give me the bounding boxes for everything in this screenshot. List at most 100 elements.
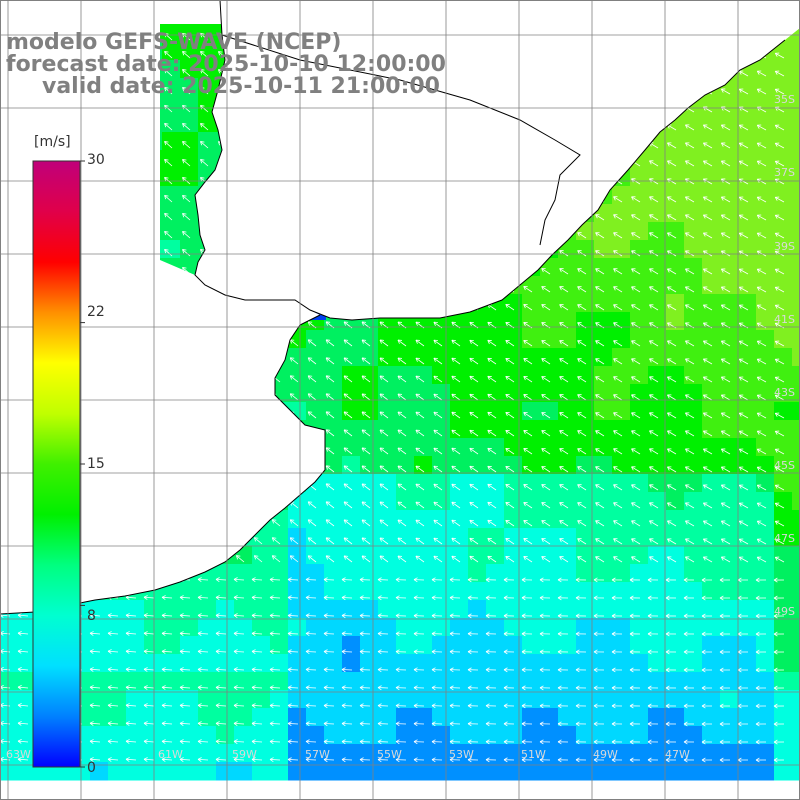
speed-cell bbox=[594, 456, 613, 475]
wind-arrow bbox=[756, 304, 767, 311]
speed-cell bbox=[360, 672, 379, 691]
speed-cell bbox=[306, 600, 325, 619]
speed-cell bbox=[180, 168, 199, 187]
speed-cell bbox=[234, 582, 253, 601]
speed-cell bbox=[540, 510, 559, 529]
colorbar-tick-label: 0 bbox=[87, 760, 96, 776]
wind-arrow bbox=[667, 358, 677, 365]
speed-cell bbox=[486, 546, 505, 565]
speed-cell bbox=[684, 546, 703, 565]
speed-cell bbox=[18, 744, 37, 763]
lon-label: 51W bbox=[521, 748, 546, 761]
wind-arrow bbox=[577, 412, 587, 419]
speed-cell bbox=[630, 402, 649, 421]
speed-cell bbox=[738, 492, 757, 511]
speed-cell bbox=[666, 204, 685, 223]
lon-label: 49W bbox=[593, 748, 618, 761]
speed-cell bbox=[648, 312, 667, 331]
speed-cell bbox=[738, 402, 757, 421]
speed-cell bbox=[180, 654, 199, 673]
wind-arrow bbox=[738, 232, 749, 239]
speed-cell bbox=[378, 492, 397, 511]
speed-cell bbox=[666, 312, 685, 331]
speed-cell bbox=[504, 294, 523, 313]
speed-cell bbox=[396, 330, 415, 349]
speed-cell bbox=[288, 546, 307, 565]
speed-cell bbox=[630, 690, 649, 709]
speed-cell bbox=[144, 672, 163, 691]
speed-cell bbox=[18, 690, 37, 709]
wind-arrow bbox=[200, 69, 209, 77]
speed-cell bbox=[666, 276, 685, 295]
speed-cell bbox=[306, 510, 325, 529]
speed-cell bbox=[450, 330, 469, 349]
speed-cell bbox=[522, 744, 541, 763]
speed-cell bbox=[738, 186, 757, 205]
wind-arrow bbox=[756, 214, 767, 221]
wind-arrow bbox=[756, 376, 767, 383]
speed-cell bbox=[756, 744, 775, 763]
wind-arrow bbox=[756, 268, 767, 275]
speed-cell bbox=[162, 762, 181, 781]
speed-cell bbox=[684, 690, 703, 709]
speed-cell bbox=[270, 726, 289, 745]
wind-arrow bbox=[667, 340, 677, 347]
speed-cell bbox=[324, 618, 343, 637]
speed-cell bbox=[558, 528, 577, 547]
wind-arrow bbox=[667, 412, 677, 419]
speed-cell bbox=[342, 348, 361, 367]
speed-cell bbox=[216, 690, 235, 709]
speed-cell bbox=[792, 294, 800, 313]
speed-cell bbox=[666, 744, 685, 763]
wind-arrow bbox=[738, 142, 749, 149]
lon-label: 59W bbox=[232, 748, 257, 761]
speed-cell bbox=[162, 636, 181, 655]
speed-cell bbox=[594, 294, 613, 313]
speed-cell bbox=[252, 636, 271, 655]
speed-cell bbox=[198, 132, 217, 151]
speed-cell bbox=[576, 564, 595, 583]
speed-cell bbox=[684, 438, 703, 457]
speed-cell bbox=[378, 708, 397, 727]
speed-cell bbox=[504, 690, 523, 709]
speed-cell bbox=[288, 582, 307, 601]
speed-cell bbox=[612, 672, 631, 691]
speed-cell bbox=[342, 582, 361, 601]
speed-cell bbox=[288, 348, 307, 367]
speed-cell bbox=[504, 618, 523, 637]
speed-cell bbox=[684, 654, 703, 673]
wind-arrow bbox=[613, 196, 623, 203]
speed-cell bbox=[450, 762, 469, 781]
speed-cell bbox=[738, 78, 757, 97]
forecast-date: forecast date: 2025-10-10 12:00:00 bbox=[6, 52, 446, 77]
wind-arrow bbox=[720, 142, 731, 149]
speed-cell bbox=[180, 222, 199, 241]
wind-arrow bbox=[361, 375, 371, 383]
wind-arrow bbox=[577, 268, 587, 275]
speed-cell bbox=[540, 672, 559, 691]
speed-cell bbox=[648, 150, 667, 169]
speed-cell bbox=[486, 456, 505, 475]
speed-cell bbox=[594, 600, 613, 619]
wind-arrow bbox=[182, 69, 191, 77]
speed-cell bbox=[306, 762, 325, 781]
wind-arrow bbox=[559, 358, 569, 365]
speed-cell bbox=[720, 762, 739, 781]
speed-cell bbox=[756, 708, 775, 727]
speed-cell bbox=[270, 528, 289, 547]
speed-cell bbox=[180, 744, 199, 763]
speed-cell bbox=[774, 42, 793, 61]
speed-cell bbox=[702, 582, 721, 601]
speed-cell bbox=[738, 276, 757, 295]
lon-label: 63W bbox=[6, 748, 31, 761]
wind-arrow bbox=[720, 214, 731, 221]
wind-arrow bbox=[631, 214, 641, 221]
wind-arrow bbox=[774, 340, 785, 347]
speed-cell bbox=[612, 258, 631, 277]
speed-cell bbox=[630, 708, 649, 727]
wind-arrow bbox=[774, 358, 785, 365]
wind-arrow bbox=[523, 286, 533, 293]
speed-cell bbox=[738, 456, 757, 475]
wind-arrow bbox=[487, 357, 497, 365]
speed-cell bbox=[612, 582, 631, 601]
